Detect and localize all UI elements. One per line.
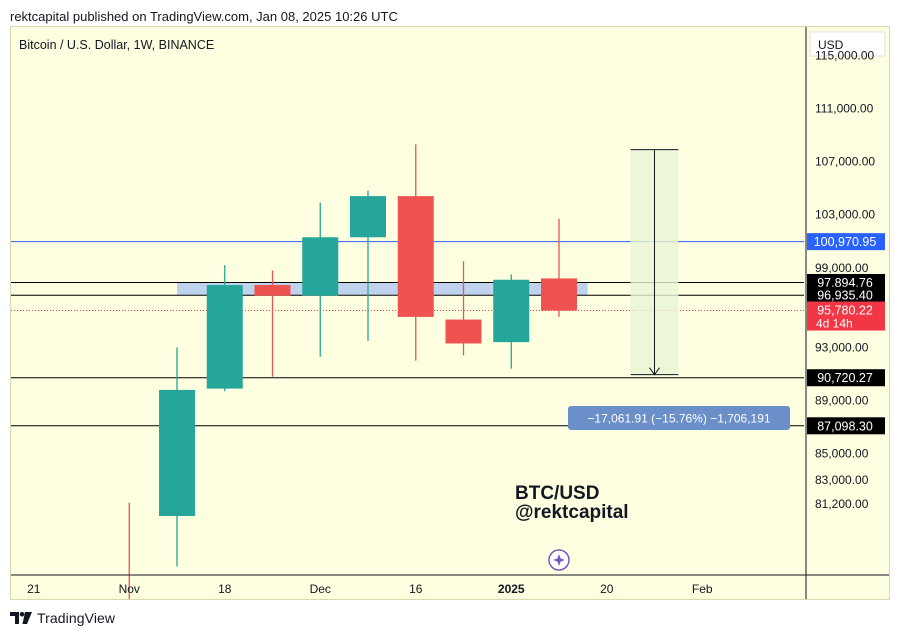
measure-layer: −17,061.91 (−15.76%) −1,706,191	[568, 149, 790, 430]
last-price-tag-label: 95,780.22	[817, 304, 873, 318]
candle-layer	[128, 144, 577, 635]
candle	[493, 274, 530, 369]
candle-body	[302, 237, 339, 296]
candle-body	[445, 319, 482, 344]
price-tag-box	[807, 233, 885, 251]
chart-title: Bitcoin / U.S. Dollar, 1W, BINANCE	[19, 38, 214, 52]
last-price-countdown: 4d 14h	[816, 317, 853, 331]
x-tick-label: 2025	[498, 582, 525, 596]
candle	[128, 502, 130, 635]
annotation-line-2: @rektcapital	[515, 502, 629, 523]
candlestick-chart[interactable]: −17,061.91 (−15.76%) −1,706,191 USD115,0…	[11, 27, 889, 635]
candle	[397, 144, 434, 361]
candle	[254, 270, 291, 377]
price-tag-label: 87,098.30	[817, 419, 873, 433]
x-tick-label: 21	[27, 582, 41, 596]
y-tick-label: 115,000.00	[815, 48, 874, 62]
x-tick-label: Dec	[310, 582, 331, 596]
currency-label: USD	[818, 38, 844, 52]
price-tag-label: 90,720.27	[817, 371, 873, 385]
x-tick-label: 16	[409, 582, 423, 596]
candle	[302, 202, 339, 357]
chart-frame: −17,061.91 (−15.76%) −1,706,191 USD 115,0…	[10, 26, 890, 635]
price-tag-box	[807, 286, 885, 304]
y-tick-label: 83,000.00	[815, 473, 869, 487]
x-tick-label: Nov	[119, 582, 140, 596]
x-tick-label: 18	[218, 582, 232, 596]
x-tick-label: 20	[600, 582, 614, 596]
footer: TradingView	[10, 608, 115, 628]
candle	[206, 265, 243, 392]
y-tick-label: 93,000.00	[815, 340, 869, 354]
measure-label: −17,061.91 (−15.76%) −1,706,191	[587, 412, 770, 426]
candle	[445, 261, 482, 356]
candle-body	[493, 279, 530, 343]
candle-body	[159, 389, 195, 517]
candle-body	[541, 278, 577, 311]
candle-body	[206, 285, 243, 389]
currency-box	[809, 31, 886, 57]
y-tick-label: 89,000.00	[815, 394, 869, 408]
candle	[159, 347, 195, 567]
annotation-text: BTC/USD @rektcapital	[515, 483, 629, 523]
tradingview-logo-icon	[10, 612, 32, 624]
measure-arrow-head	[649, 367, 660, 376]
publish-header: rektcapital published on TradingView.com…	[10, 9, 398, 24]
y-tick-label: 99,000.00	[815, 261, 869, 275]
y-tick-label: 85,000.00	[815, 447, 869, 461]
price-tag-box	[807, 417, 885, 435]
y-tick-label: 81,200.00	[815, 497, 869, 511]
sparkle-icon[interactable]	[548, 549, 570, 571]
price-tag-label: 100,970.95	[814, 235, 877, 249]
y-tick-label: 111,000.00	[815, 102, 874, 116]
footer-brand: TradingView	[37, 610, 116, 626]
price-tag-box	[807, 369, 885, 387]
candle-body	[254, 285, 291, 296]
measure-label-box	[568, 406, 790, 430]
candle-body	[397, 196, 434, 317]
price-tag-label: 96,935.40	[817, 289, 873, 303]
last-price-tag-box	[807, 301, 885, 331]
candle	[350, 190, 386, 341]
price-tag-label: 97,894.76	[817, 276, 873, 290]
candle	[541, 218, 577, 317]
annotation-line-1: BTC/USD	[515, 483, 599, 504]
y-tick-label: 103,000.00	[815, 208, 875, 222]
y-tick-label: 107,000.00	[815, 155, 875, 169]
x-tick-label: Feb	[692, 582, 713, 596]
candle-body	[350, 196, 386, 238]
